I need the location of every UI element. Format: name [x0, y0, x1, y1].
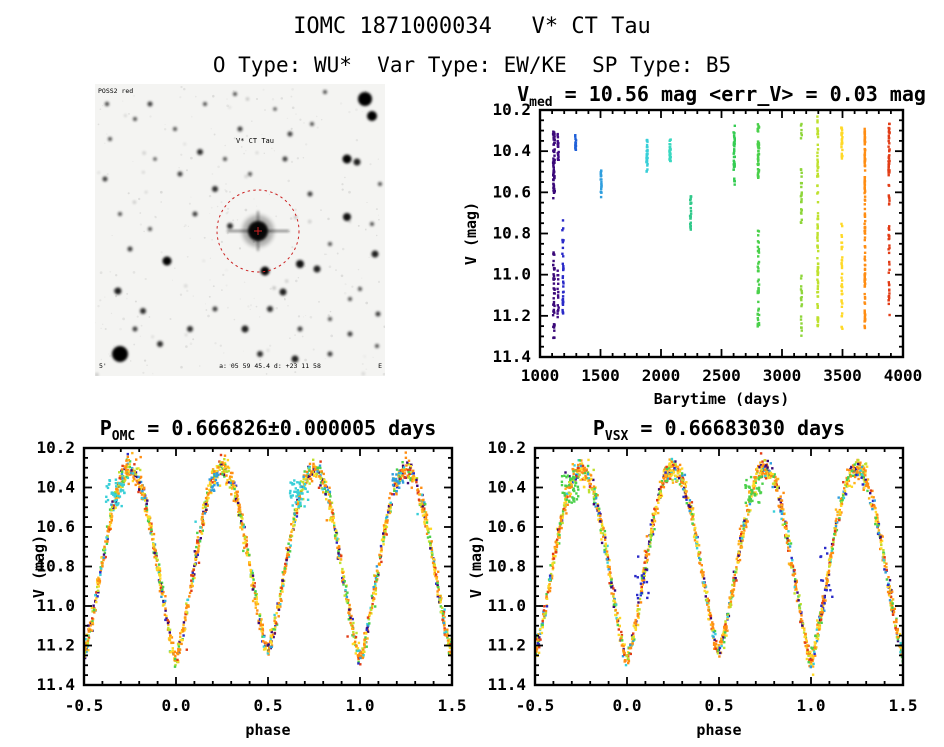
x-axis-label: phase	[696, 721, 741, 739]
page-subtitle: O Type: WU* Var Type: EW/KE SP Type: B5	[212, 53, 732, 77]
barytime-lightcurve-chart: 1000 1500 2000 2500 3000 3500 4000 10.2 10.4 10.6…	[462, 84, 926, 408]
y-tick-label: 11.0	[36, 596, 75, 615]
x-tick-label: 1.5	[438, 696, 467, 715]
x-tick-label: 4000	[884, 366, 923, 385]
y-tick-label: 10.6	[492, 182, 531, 201]
y-tick-label: 10.8	[492, 224, 531, 243]
chart-title: Vmed = 10.56 mag <err_V> = 0.03 mag	[517, 84, 926, 110]
y-axis-label: V (mag)	[30, 535, 48, 598]
y-tick-label: 10.6	[487, 517, 526, 536]
y-tick-label: 10.4	[492, 141, 531, 160]
x-tick-label: 2000	[642, 366, 681, 385]
y-tick-label: 11.0	[492, 265, 531, 284]
finder-scale-label: 5'	[99, 362, 107, 370]
x-tick-label: 0.5	[705, 696, 734, 715]
y-tick-label: 10.8	[487, 557, 526, 576]
x-tick-label: -0.5	[516, 696, 555, 715]
x-tick-label: 1.0	[797, 696, 826, 715]
y-tick-label: 11.2	[487, 636, 526, 655]
data-points	[84, 451, 452, 668]
x-tick-label: -0.5	[65, 696, 104, 715]
y-axis-label: V (mag)	[462, 202, 480, 265]
y-tick-label: 10.8	[36, 557, 75, 576]
chart-title: POMC = 0.666826±0.000005 days	[100, 416, 437, 444]
y-tick-label: 11.0	[487, 596, 526, 615]
chart-title: PVSX = 0.66683030 days	[593, 416, 845, 444]
y-tick-label: 11.4	[36, 675, 75, 694]
y-tick-label: 10.2	[487, 438, 526, 457]
y-tick-label: 11.2	[492, 306, 531, 325]
finder-target-label: V* CT Tau	[236, 137, 274, 145]
finder-coordinates-label: a: 05 59 45.4 d: +23 11 58	[219, 362, 321, 370]
y-tick-label: 11.4	[487, 675, 526, 694]
y-axis-label: V (mag)	[467, 535, 485, 598]
x-tick-label: 2500	[702, 366, 741, 385]
x-tick-label: 3000	[763, 366, 802, 385]
finder-chart-image: POSS2 red V* CT Tau a: 05 59 45.4 d: +23…	[95, 84, 385, 376]
finder-compass-label: E	[378, 362, 382, 370]
finder-survey-label: POSS2 red	[98, 87, 133, 95]
axes: 1000 1500 2000 2500 3000 3500 4000 10.2 10.4 10.6…	[462, 84, 926, 408]
x-axis-label: phase	[245, 721, 290, 739]
y-tick-label: 10.2	[492, 100, 531, 119]
y-tick-label: 11.2	[36, 636, 75, 655]
x-tick-label: 1.5	[889, 696, 918, 715]
phase-folded-chart-vsx-period: -0.5 0.0 0.5 1.0 1.5 10.2 10.4 10.6 10.8 11.0 11.2…	[467, 416, 917, 739]
star-field	[102, 90, 382, 363]
x-tick-label: 1500	[581, 366, 620, 385]
y-tick-label: 11.4	[492, 347, 531, 366]
x-axis-label: Barytime (days)	[654, 390, 789, 408]
page-title: IOMC 1871000034 V* CT Tau	[293, 14, 651, 39]
x-tick-label: 0.5	[254, 696, 283, 715]
x-tick-label: 0.0	[613, 696, 642, 715]
data-points	[535, 452, 903, 676]
x-tick-label: 1.0	[346, 696, 375, 715]
y-tick-label: 10.2	[36, 438, 75, 457]
data-points	[551, 115, 891, 340]
phase-folded-chart-omc-period: -0.5 0.0 0.5 1.0 1.5 10.2 10.4 10.6 10.8 11.0 11.2…	[30, 416, 466, 739]
y-tick-label: 10.6	[36, 517, 75, 536]
y-tick-label: 10.4	[36, 478, 75, 497]
target-marker	[216, 189, 300, 273]
x-tick-label: 3500	[823, 366, 862, 385]
axes: -0.5 0.0 0.5 1.0 1.5 10.2 10.4 10.6 10.8 11.0 11.2…	[30, 416, 466, 739]
y-tick-label: 10.4	[487, 478, 526, 497]
axes: -0.5 0.0 0.5 1.0 1.5 10.2 10.4 10.6 10.8 11.0 11.2…	[467, 416, 917, 739]
x-tick-label: 0.0	[162, 696, 191, 715]
x-tick-label: 1000	[521, 366, 560, 385]
